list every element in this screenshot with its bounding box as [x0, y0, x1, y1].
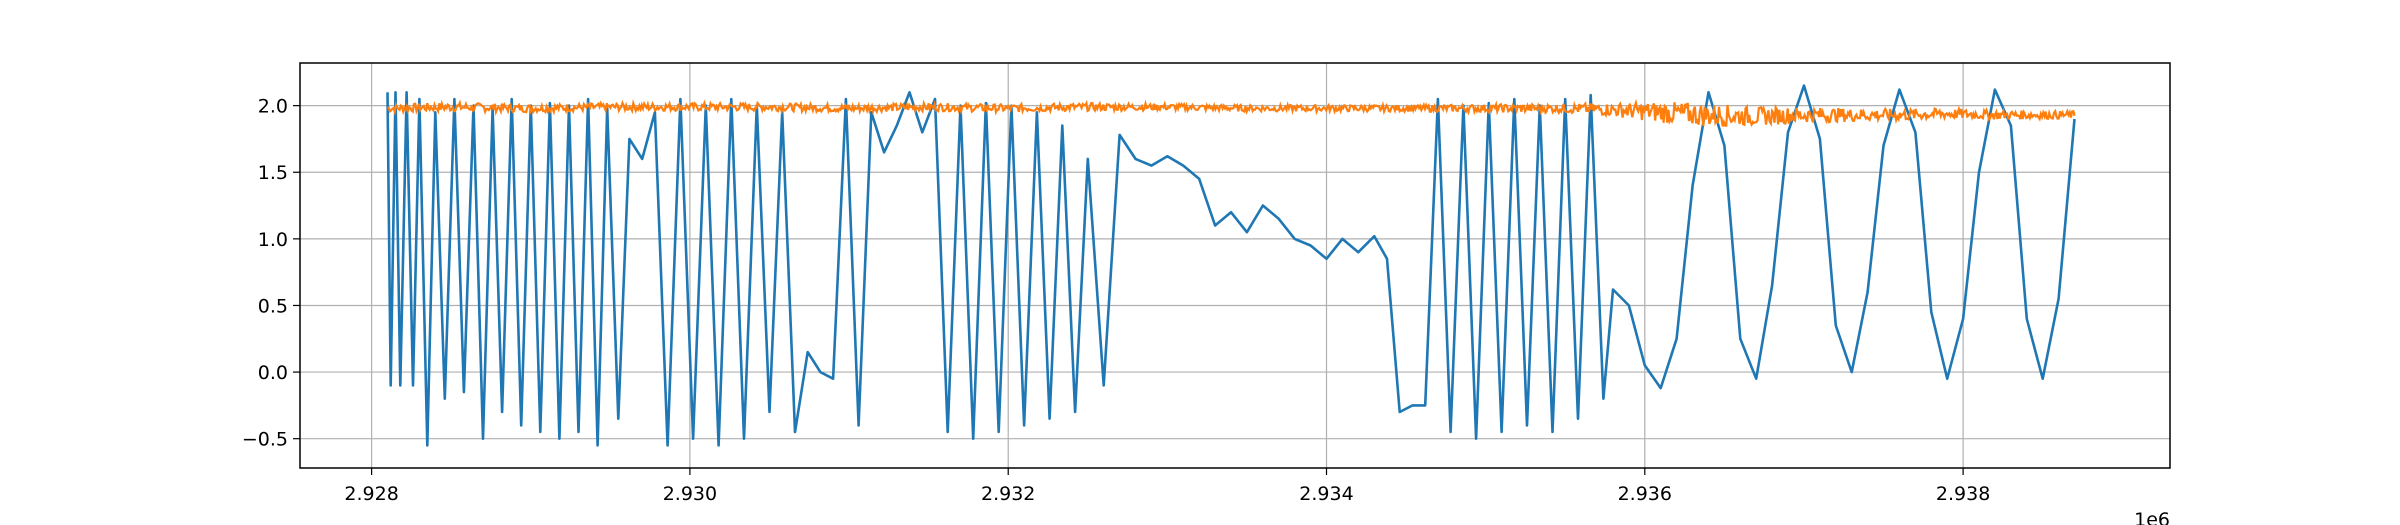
x-tick-label: 2.938	[1936, 483, 1990, 505]
x-tick-label: 2.932	[981, 483, 1035, 505]
y-tick-label: −0.5	[242, 429, 288, 451]
x-axis: 2.928 2.930 2.932 2.934 2.936 2.938	[344, 468, 1990, 505]
y-tick-label: 0.5	[258, 295, 288, 317]
series-layer	[386, 84, 2076, 447]
axes-frame	[299, 62, 2171, 469]
x-tick-label: 2.934	[1299, 483, 1353, 505]
series-1-line	[386, 84, 2076, 447]
x-tick-label: 2.930	[663, 483, 717, 505]
y-tick-label: 2.0	[258, 96, 288, 118]
y-axis: −0.5 0.0 0.5 1.0 1.5 2.0	[242, 96, 300, 451]
y-tick-label: 1.0	[258, 229, 288, 251]
x-axis-offset-label: 1e6	[2134, 509, 2170, 525]
y-tick-label: 1.5	[258, 162, 288, 184]
y-tick-label: 0.0	[258, 362, 288, 384]
x-tick-label: 2.928	[344, 483, 398, 505]
x-tick-label: 2.936	[1618, 483, 1672, 505]
series-2-line	[387, 98, 2076, 128]
